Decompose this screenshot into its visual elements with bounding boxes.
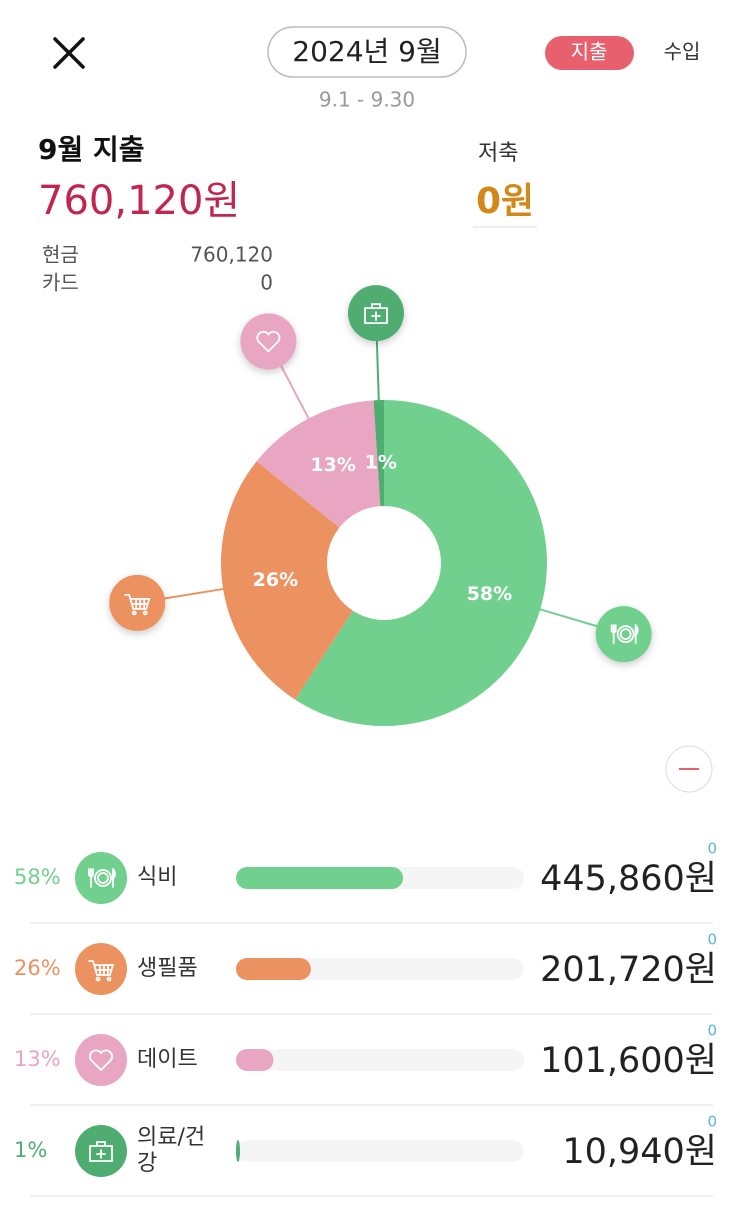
bar <box>236 958 311 980</box>
slice-icon-bg <box>240 313 297 370</box>
donut-chart: 58% 26% 13% 1% <box>109 285 652 726</box>
row-badge: 0 <box>707 1022 717 1040</box>
period[interactable]: 2024년 9월 <box>292 35 442 68</box>
row-name: 생필품 <box>137 956 198 981</box>
icon-stroke <box>256 330 281 353</box>
row-name-box: 식비 <box>137 865 178 890</box>
icon-stroke <box>88 868 94 888</box>
slice-label: 26% <box>253 569 298 591</box>
row-amount: 10,940원 <box>562 1132 717 1172</box>
row-name: 의료/건강 <box>137 1125 206 1176</box>
slice <box>256 400 381 528</box>
category-icon <box>610 624 639 645</box>
row-percent: 1% <box>14 1138 47 1162</box>
row-badge: 0 <box>707 931 717 949</box>
row-amount: 201,720원 <box>540 950 717 990</box>
row-badge: 0 <box>707 840 717 858</box>
icon-stroke <box>610 624 617 645</box>
icon-stroke <box>112 868 116 888</box>
cash-amount: 760,120 <box>190 243 273 267</box>
icon-stroke <box>616 625 635 644</box>
icon-stroke <box>106 976 112 982</box>
bar <box>236 867 404 889</box>
icon-stroke <box>142 610 148 616</box>
slice-label: 13% <box>310 454 355 476</box>
row-icon-bg <box>75 852 127 904</box>
savings: 0원 <box>476 181 534 222</box>
slice <box>220 461 353 700</box>
summary-total: 760,120원 <box>38 178 240 224</box>
slice-icon-bg <box>595 606 652 663</box>
icon-stroke <box>89 1141 113 1162</box>
row-icon-bg <box>75 943 127 995</box>
icon-stroke <box>619 628 632 641</box>
icon-stroke <box>94 869 112 887</box>
category-icon <box>364 303 388 325</box>
icon-stroke <box>88 960 115 976</box>
tab-income[interactable]: 수입 <box>664 40 701 64</box>
row-name: 데이트 <box>137 1047 198 1072</box>
icon-stroke <box>95 976 101 982</box>
slice <box>373 400 384 507</box>
row-percent: 13% <box>14 1047 61 1071</box>
row-amount: 101,600원 <box>540 1041 717 1081</box>
category-icon <box>88 868 116 888</box>
summary-title: 9월 지출 <box>38 133 145 166</box>
icon-stroke <box>97 872 109 884</box>
card-label: 카드 <box>42 271 79 295</box>
cash-label: 현금 <box>42 243 79 267</box>
category-icon <box>124 593 151 616</box>
icon-stroke <box>89 1049 113 1072</box>
tab-active[interactable] <box>545 36 634 70</box>
close-button[interactable] <box>53 37 85 69</box>
row-percent: 26% <box>14 956 61 980</box>
icon-stroke <box>634 624 639 645</box>
slice-icon-bg <box>109 574 166 631</box>
row-name: 식비 <box>137 865 178 890</box>
slice <box>295 400 547 726</box>
bar-track <box>236 1140 524 1162</box>
row-name-box: 생필품 <box>137 956 198 981</box>
period-pill[interactable] <box>267 26 467 78</box>
category-icon <box>89 1141 113 1162</box>
category-icon <box>256 330 281 353</box>
bar <box>236 1140 240 1162</box>
slice-label: 1% <box>365 452 397 474</box>
category-icon <box>88 960 115 982</box>
row-name-box: 데이트 <box>137 1047 198 1072</box>
row-icon-bg <box>75 1034 127 1086</box>
icon-stroke <box>131 610 137 616</box>
row-percent: 58% <box>14 865 61 889</box>
bar <box>236 1049 274 1071</box>
row-name-box: 의료/건강 <box>137 1125 206 1176</box>
category-icon <box>89 1049 113 1072</box>
savings-label: 저축 <box>478 141 518 166</box>
tab-expense[interactable]: 지출 <box>571 40 608 64</box>
row-amount: 445,860원 <box>540 859 717 899</box>
icon-stroke <box>124 593 151 610</box>
icon-stroke <box>364 303 388 325</box>
slice-label: 58% <box>467 583 512 605</box>
bar-track <box>236 1049 524 1071</box>
row-badge: 0 <box>707 1113 717 1131</box>
card-amount: 0 <box>260 271 273 295</box>
range: 9.1 - 9.30 <box>319 88 415 112</box>
